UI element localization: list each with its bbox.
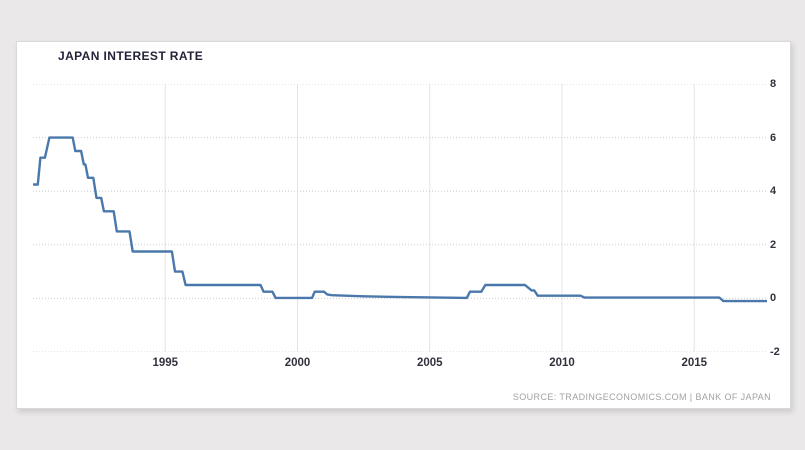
- y-axis-tick: 6: [770, 131, 777, 144]
- chart-title: JAPAN INTEREST RATE: [58, 49, 204, 63]
- y-axis-tick: 2: [770, 238, 777, 251]
- x-axis-tick: 2005: [416, 357, 443, 369]
- y-axis-tick: -2: [770, 346, 780, 358]
- x-axis-tick: 2000: [284, 357, 311, 369]
- interest-rate-line: [33, 136, 767, 303]
- y-axis-tick: 0: [770, 292, 777, 305]
- x-axis-tick: 1995: [152, 357, 179, 369]
- y-axis-tick: 4: [770, 185, 777, 198]
- x-axis-tick: 2010: [549, 357, 575, 369]
- x-axis-tick: 2015: [681, 357, 708, 369]
- vertical-gridlines: [164, 84, 695, 352]
- chart-plot-area[interactable]: [33, 84, 767, 352]
- source-attribution: SOURCE: TRADINGECONOMICS.COM | BANK OF J…: [512, 392, 771, 402]
- y-axis-tick: 8: [770, 78, 777, 90]
- chart-card: JAPAN INTEREST RATE 8 6 4 2 0 -2 1995 20…: [16, 41, 791, 409]
- horizontal-gridlines: [33, 84, 767, 352]
